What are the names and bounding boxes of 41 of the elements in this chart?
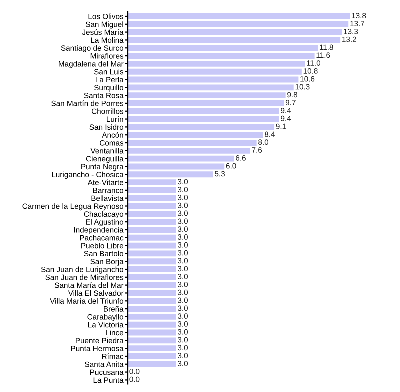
bar (128, 346, 176, 352)
bar (128, 330, 176, 336)
bar (128, 322, 176, 328)
bar (128, 140, 257, 146)
bar (128, 14, 350, 20)
bar (128, 53, 315, 59)
bar (128, 338, 176, 344)
bar (128, 258, 176, 265)
bar (128, 76, 299, 83)
bar (128, 234, 176, 241)
bar (128, 29, 342, 36)
bar (128, 227, 176, 233)
bar (128, 298, 176, 304)
bar (128, 187, 176, 194)
bar (128, 282, 176, 288)
bar (128, 37, 341, 44)
bar (128, 45, 318, 52)
bar (128, 314, 176, 320)
bar (128, 100, 284, 106)
bar (128, 156, 234, 162)
bar (128, 132, 264, 138)
bar (128, 306, 176, 312)
bar (128, 266, 176, 272)
bar (128, 354, 176, 360)
bar (128, 108, 280, 114)
bar (128, 180, 176, 186)
bar (128, 68, 302, 75)
bar (128, 84, 294, 91)
bar (128, 172, 214, 178)
bar (128, 148, 250, 154)
bar (128, 164, 225, 170)
bar (128, 211, 176, 218)
bar (128, 21, 349, 28)
bar (128, 203, 176, 210)
bar (128, 60, 306, 67)
bar (128, 219, 176, 226)
bar (128, 290, 176, 296)
bar (128, 361, 176, 368)
bar (128, 92, 286, 99)
bar (128, 195, 176, 202)
bar (128, 274, 176, 280)
